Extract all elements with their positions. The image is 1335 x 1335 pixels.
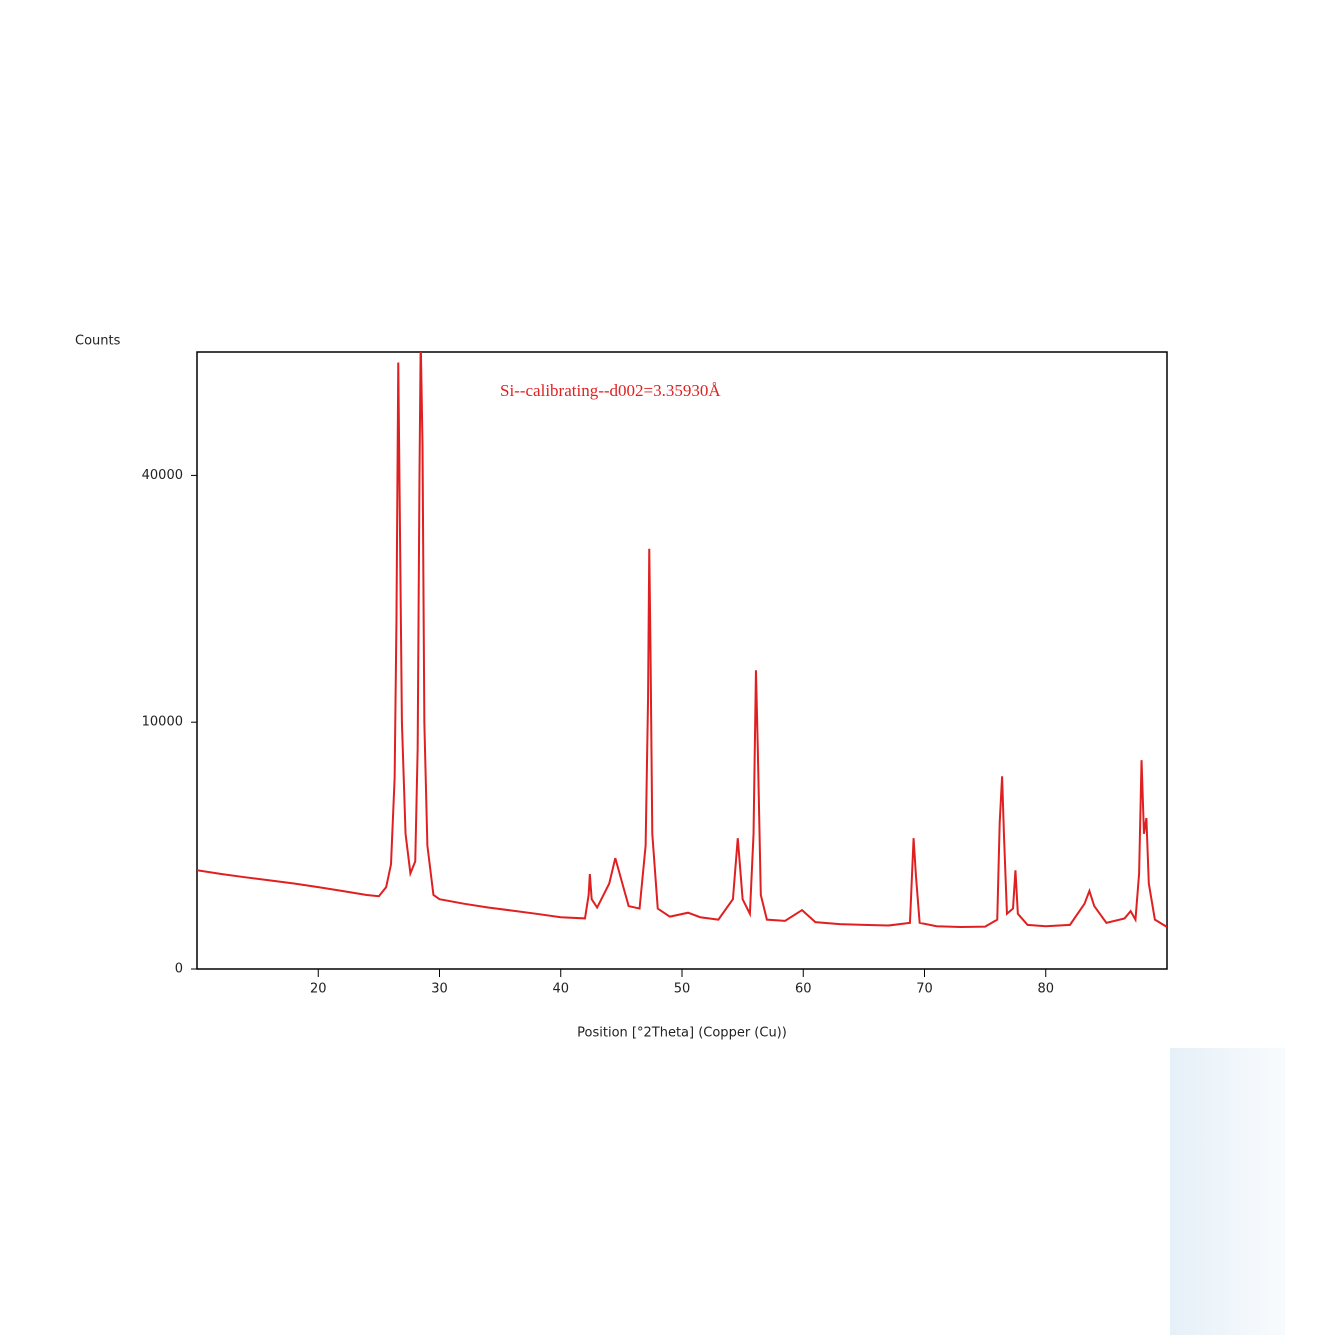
annotation: Si--calibrating--d002=3.35930Å — [500, 381, 721, 400]
x-tick-label: 60 — [795, 982, 812, 997]
data-line — [197, 352, 1167, 928]
x-axis-label: Position [°2Theta] (Copper (Cu)) — [577, 1026, 787, 1041]
x-tick-label: 80 — [1037, 982, 1054, 997]
x-tick-label: 50 — [674, 982, 691, 997]
y-tick-label: 10000 — [142, 715, 183, 730]
x-tick-label: 70 — [916, 982, 933, 997]
y-tick-label: 40000 — [142, 468, 183, 483]
plot-frame — [196, 351, 1168, 970]
x-tick-label: 20 — [310, 982, 327, 997]
y-tick-label: 0 — [175, 962, 183, 977]
decoration — [1170, 1048, 1285, 1335]
y-axis-label: Counts — [75, 334, 121, 349]
x-tick-label: 30 — [431, 982, 448, 997]
x-tick-label: 40 — [552, 982, 569, 997]
